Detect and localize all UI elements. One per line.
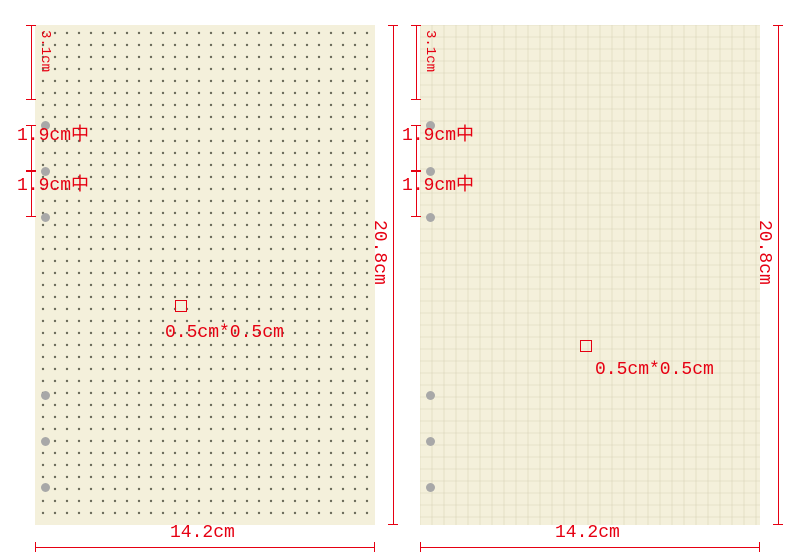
dim-tick [773, 524, 783, 525]
label-cell-size-right: 0.5cm*0.5cm [595, 360, 714, 380]
cell-size-marker [580, 340, 592, 352]
line-grid-pattern [420, 25, 760, 525]
binder-hole [41, 483, 50, 492]
label-width-left: 14.2cm [170, 523, 235, 543]
label-height-left: 20.8cm [369, 220, 389, 285]
dim-tick [26, 216, 36, 217]
zhong-char: 中 [456, 126, 474, 146]
binder-hole [426, 483, 435, 492]
zhong-char: 中 [71, 176, 89, 196]
dim-line-sp1-right [416, 125, 417, 171]
dim-tick [26, 125, 36, 126]
dim-line-width-left [35, 547, 375, 548]
binder-hole [426, 391, 435, 400]
label-hole-spacing-2-left: 1.9cm中 [17, 170, 89, 196]
spacing-value: 1.9cm [402, 126, 456, 146]
right-page-line-grid [420, 25, 760, 525]
dim-tick [420, 542, 421, 552]
dim-tick [388, 524, 398, 525]
label-height-right: 20.8cm [754, 220, 774, 285]
dim-line-height-left [393, 25, 394, 525]
dim-tick [411, 25, 421, 26]
label-hole-spacing-2-right: 1.9cm中 [402, 170, 474, 196]
dim-tick [773, 25, 783, 26]
dim-tick [388, 25, 398, 26]
left-page-dot-grid [35, 25, 375, 525]
label-hole-spacing-1-left: 1.9cm中 [17, 120, 89, 146]
dim-line-sp1-left [31, 125, 32, 171]
dim-line-height-right [778, 25, 779, 525]
dim-line-sp2-left [31, 171, 32, 217]
dim-line-sp2-right [416, 171, 417, 217]
dim-tick [26, 171, 36, 172]
zhong-char: 中 [456, 176, 474, 196]
dim-tick [411, 216, 421, 217]
label-top-margin-right: 3.1cm [422, 30, 438, 72]
label-hole-spacing-1-right: 1.9cm中 [402, 120, 474, 146]
dim-tick [411, 125, 421, 126]
dim-tick [411, 171, 421, 172]
binder-hole [426, 437, 435, 446]
binder-hole [41, 437, 50, 446]
spacing-value: 1.9cm [17, 126, 71, 146]
dim-tick [26, 25, 36, 26]
dim-line-width-right [420, 547, 760, 548]
dim-tick [759, 542, 760, 552]
cell-size-marker [175, 300, 187, 312]
dim-tick [374, 542, 375, 552]
label-cell-size-left: 0.5cm*0.5cm [165, 323, 284, 343]
binder-hole [41, 391, 50, 400]
spacing-value: 1.9cm [402, 176, 456, 196]
dim-tick [35, 542, 36, 552]
dim-tick [411, 99, 421, 100]
spacing-value: 1.9cm [17, 176, 71, 196]
dim-line-top-left [31, 25, 32, 100]
dot-grid-pattern [35, 25, 375, 525]
label-width-right: 14.2cm [555, 523, 620, 543]
binder-hole [426, 213, 435, 222]
dim-tick [26, 99, 36, 100]
binder-hole [41, 213, 50, 222]
zhong-char: 中 [71, 126, 89, 146]
label-top-margin-left: 3.1cm [37, 30, 53, 72]
dim-line-top-right [416, 25, 417, 100]
